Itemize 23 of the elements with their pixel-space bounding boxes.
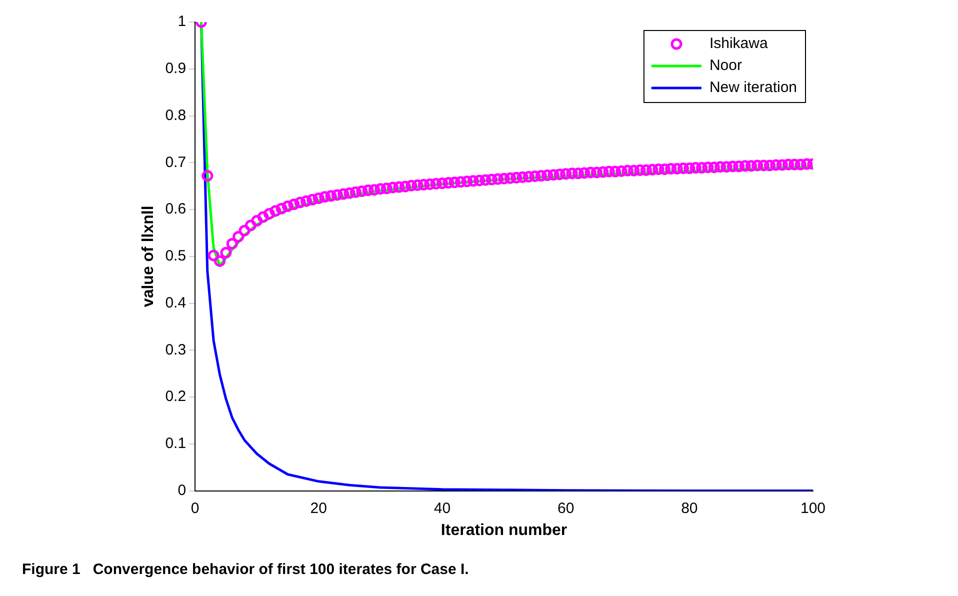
- y-tick-label: 0.8: [165, 106, 186, 124]
- y-tick-label: 0.5: [165, 248, 186, 265]
- y-tick-label: 0.4: [165, 294, 186, 312]
- y-tick-label: 0.9: [165, 60, 186, 78]
- x-tick-label: 0: [190, 500, 200, 517]
- x-tick-label: 40: [434, 500, 451, 517]
- caption: Figure 1 Convergence behavior of first 100 iterates for Case I.: [22, 561, 469, 578]
- y-tick-label: 1: [178, 13, 186, 30]
- legend-label: Ishikawa: [709, 35, 768, 52]
- y-tick-label: 0.7: [165, 154, 186, 171]
- y-tick-label: 0.6: [165, 200, 186, 218]
- x-tick-label: 100: [800, 500, 826, 517]
- x-tick-label: 20: [310, 500, 327, 517]
- x-axis-title: Iteration number: [440, 522, 568, 539]
- y-tick-label: 0.2: [165, 388, 186, 406]
- y-tick-label: 0.3: [165, 341, 186, 358]
- legend-label: Noor: [709, 57, 742, 74]
- y-axis-title: value of llxnll: [140, 206, 158, 308]
- x-tick-label: 80: [681, 500, 698, 517]
- y-tick-label: 0.1: [165, 435, 186, 452]
- y-tick-label: 0: [178, 482, 186, 499]
- x-tick-label: 60: [557, 500, 574, 517]
- legend-label: New iteration: [709, 79, 798, 96]
